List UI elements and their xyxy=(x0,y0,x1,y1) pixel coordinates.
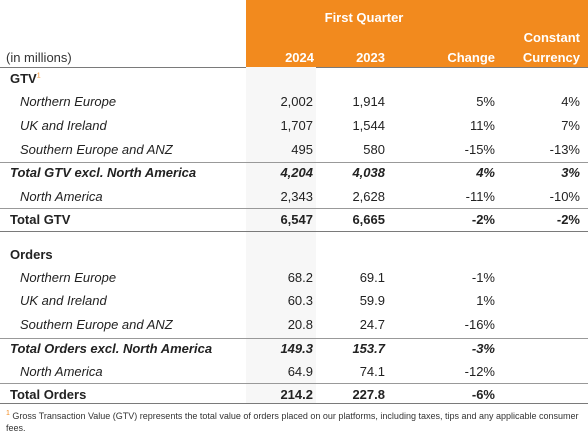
value-2023: 227.8 xyxy=(352,387,385,402)
col-constant-header-line1: Constant xyxy=(523,30,580,45)
value-change: 11% xyxy=(469,118,495,133)
row-label: UK and Ireland xyxy=(20,118,107,133)
value-2024: 6,547 xyxy=(280,212,313,227)
value-2023: 153.7 xyxy=(352,341,385,356)
total-row: Total Orders 214.2 227.8 -6% xyxy=(0,385,588,407)
footnote-text: Gross Transaction Value (GTV) represents… xyxy=(6,411,579,433)
gtv-section-heading: GTV1 xyxy=(0,69,588,91)
value-constant: 3% xyxy=(561,165,580,180)
value-2023: 74.1 xyxy=(359,364,385,379)
value-change: -2% xyxy=(471,212,495,227)
value-2024: 149.3 xyxy=(280,341,313,356)
value-constant: 4% xyxy=(561,94,580,109)
row-label: Total GTV xyxy=(10,212,71,227)
subtotal-row: Total GTV excl. North America 4,204 4,03… xyxy=(0,163,588,185)
row-label: Northern Europe xyxy=(20,94,117,109)
value-2024: 1,707 xyxy=(280,118,313,133)
col-2024-shading xyxy=(246,67,316,403)
table-row: Northern Europe 68.2 69.1 -1% xyxy=(0,268,588,290)
value-2024: 64.9 xyxy=(287,364,313,379)
value-change: -6% xyxy=(471,387,495,402)
value-change: 1% xyxy=(476,293,495,308)
row-label: Northern Europe xyxy=(20,270,117,285)
value-constant: -2% xyxy=(556,212,580,227)
value-2024: 60.3 xyxy=(287,293,313,308)
value-2023: 59.9 xyxy=(359,293,385,308)
value-2023: 2,628 xyxy=(352,189,385,204)
value-change: -11% xyxy=(465,189,495,204)
units-label: (in millions) xyxy=(6,50,72,65)
row-divider xyxy=(0,338,588,339)
footnote-mark: 1 xyxy=(6,410,10,417)
row-divider xyxy=(0,208,588,209)
table-row: North America 64.9 74.1 -12% xyxy=(0,362,588,384)
row-divider xyxy=(0,162,588,163)
row-divider xyxy=(0,383,588,384)
value-constant: -13% xyxy=(549,142,580,157)
value-2024: 214.2 xyxy=(280,387,313,402)
col-2024-header: 2024 xyxy=(285,50,314,65)
row-label: UK and Ireland xyxy=(20,293,107,308)
table-bottom-divider xyxy=(0,403,588,404)
value-2023: 1,544 xyxy=(352,118,385,133)
table-row: North America 2,343 2,628 -11% -10% xyxy=(0,187,588,209)
row-label: North America xyxy=(20,364,103,379)
value-change: -3% xyxy=(471,341,495,356)
orders-section-heading: Orders xyxy=(0,245,588,267)
value-change: -12% xyxy=(464,364,495,379)
col-change-header: Change xyxy=(447,50,495,65)
row-label: Southern Europe and ANZ xyxy=(20,317,173,332)
value-2024: 4,204 xyxy=(280,165,313,180)
value-2023: 580 xyxy=(363,142,385,157)
value-2023: 1,914 xyxy=(352,94,385,109)
table-row: Southern Europe and ANZ 20.8 24.7 -16% xyxy=(0,315,588,337)
value-2023: 4,038 xyxy=(352,165,385,180)
col-constant-header-line2: Currency xyxy=(522,50,580,65)
table-row: UK and Ireland 60.3 59.9 1% xyxy=(0,291,588,313)
value-change: -15% xyxy=(464,142,495,157)
value-2023: 24.7 xyxy=(359,317,385,332)
value-change: -16% xyxy=(464,317,495,332)
period-label: First Quarter xyxy=(324,10,404,25)
value-2024: 495 xyxy=(291,142,313,157)
footnote: 1 Gross Transaction Value (GTV) represen… xyxy=(6,408,582,434)
value-change: -1% xyxy=(471,270,495,285)
orders-title: Orders xyxy=(10,247,53,262)
section-divider xyxy=(0,231,588,232)
total-row: Total GTV 6,547 6,665 -2% -2% xyxy=(0,210,588,232)
value-change: 4% xyxy=(476,165,495,180)
subtotal-row: Total Orders excl. North America 149.3 1… xyxy=(0,339,588,361)
gtv-title: GTV xyxy=(10,71,37,86)
row-label: Total GTV excl. North America xyxy=(10,165,197,180)
value-2024: 2,343 xyxy=(280,189,313,204)
row-label: Total Orders excl. North America xyxy=(10,341,213,356)
gtv-footnote-mark: 1 xyxy=(36,72,41,80)
row-label: North America xyxy=(20,189,103,204)
value-2023: 6,665 xyxy=(352,212,385,227)
value-2024: 68.2 xyxy=(287,270,313,285)
col-2023-header: 2023 xyxy=(356,50,385,65)
row-label: Total Orders xyxy=(10,387,87,402)
value-constant: -10% xyxy=(549,189,580,204)
table-row: Southern Europe and ANZ 495 580 -15% -13… xyxy=(0,140,588,162)
value-2024: 2,002 xyxy=(280,94,313,109)
row-label: Southern Europe and ANZ xyxy=(20,142,173,157)
table-row: Northern Europe 2,002 1,914 5% 4% xyxy=(0,92,588,114)
table-header-band: First Quarter 2024 2023 Change Constant … xyxy=(246,0,588,67)
table-row: UK and Ireland 1,707 1,544 11% 7% xyxy=(0,116,588,138)
value-change: 5% xyxy=(476,94,495,109)
value-2023: 69.1 xyxy=(359,270,385,285)
value-constant: 7% xyxy=(561,118,580,133)
value-2024: 20.8 xyxy=(287,317,313,332)
